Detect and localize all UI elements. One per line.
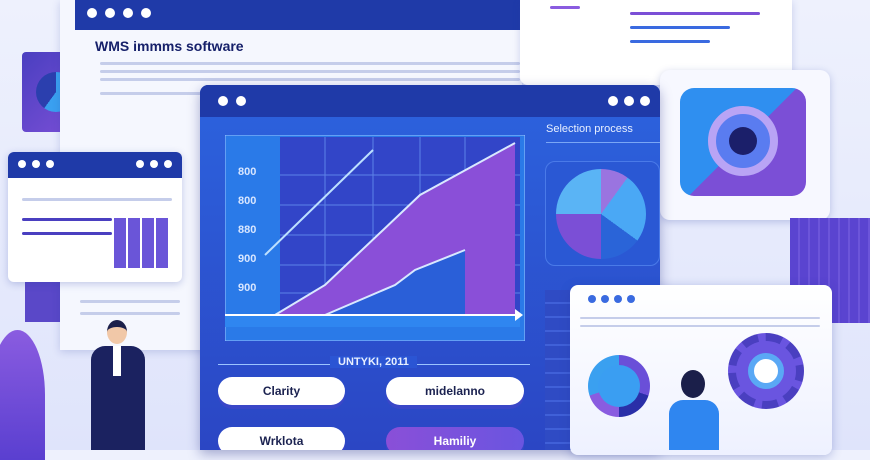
clarity-button[interactable]: Clarity bbox=[218, 377, 345, 405]
text-line bbox=[100, 78, 520, 81]
window-dot bbox=[614, 295, 622, 303]
document-window-header bbox=[75, 0, 522, 30]
window-dot bbox=[164, 160, 172, 168]
window-dot bbox=[46, 160, 54, 168]
window-dot bbox=[236, 96, 246, 106]
text-line bbox=[550, 6, 580, 9]
text-line bbox=[100, 70, 520, 73]
text-line bbox=[22, 218, 112, 221]
line-series-2 bbox=[264, 149, 374, 256]
area-chart bbox=[225, 135, 525, 341]
text-line bbox=[22, 198, 172, 201]
y-tick: 880 bbox=[238, 224, 257, 236]
text-line bbox=[630, 12, 760, 15]
left-decor-bars bbox=[25, 282, 65, 322]
midelanno-button[interactable]: midelanno bbox=[386, 377, 524, 405]
gear-icon bbox=[728, 333, 804, 409]
side-panel-title: Selection process bbox=[546, 123, 633, 135]
grid-widget bbox=[114, 218, 170, 268]
small-window-header bbox=[8, 152, 182, 178]
text-line bbox=[580, 317, 820, 319]
chart-caption: UNTYKI, 2011 bbox=[330, 356, 417, 368]
small-window bbox=[8, 152, 182, 282]
wrklota-button[interactable]: Wrklota bbox=[218, 427, 345, 450]
x-axis-band bbox=[225, 315, 520, 327]
pie-panel bbox=[545, 161, 660, 266]
target-icon bbox=[708, 106, 778, 176]
y-tick-labels: 800 800 880 900 900 bbox=[238, 158, 256, 303]
window-dot bbox=[18, 160, 26, 168]
target-tile bbox=[680, 88, 806, 196]
main-window-header bbox=[200, 85, 660, 117]
area-series-inner bbox=[325, 250, 465, 315]
x-axis-arrow bbox=[515, 309, 523, 321]
line-series-3 bbox=[324, 249, 466, 316]
text-line bbox=[80, 300, 180, 303]
window-dot bbox=[123, 8, 133, 18]
text-line bbox=[630, 26, 730, 29]
y-tick: 900 bbox=[238, 282, 257, 294]
window-dot bbox=[624, 96, 634, 106]
text-line bbox=[580, 325, 820, 327]
window-dot bbox=[32, 160, 40, 168]
window-dot bbox=[141, 8, 151, 18]
text-line bbox=[100, 62, 520, 65]
text-line bbox=[100, 92, 220, 95]
woman-figure bbox=[665, 370, 725, 450]
window-dot bbox=[627, 295, 635, 303]
man-figure bbox=[85, 320, 155, 450]
y-tick: 800 bbox=[238, 166, 257, 178]
document-title: WMS immms software bbox=[95, 38, 244, 54]
pie-chart-icon bbox=[556, 169, 646, 259]
hamiliy-button[interactable]: Hamiliy bbox=[386, 427, 524, 450]
window-dot bbox=[87, 8, 97, 18]
window-dot bbox=[150, 160, 158, 168]
window-dot bbox=[601, 295, 609, 303]
side-divider bbox=[546, 142, 660, 143]
window-dot bbox=[136, 160, 144, 168]
y-tick: 900 bbox=[238, 253, 257, 265]
text-line bbox=[22, 232, 112, 235]
left-leaf-decor bbox=[0, 330, 45, 460]
window-dot bbox=[608, 96, 618, 106]
text-line bbox=[80, 312, 180, 315]
line-series bbox=[274, 142, 516, 316]
window-dot bbox=[218, 96, 228, 106]
window-dot bbox=[105, 8, 115, 18]
donut-chart-icon bbox=[588, 355, 650, 417]
window-dot bbox=[588, 295, 596, 303]
window-dot bbox=[640, 96, 650, 106]
target-card bbox=[660, 70, 830, 220]
y-tick: 800 bbox=[238, 195, 257, 207]
text-line bbox=[630, 40, 710, 43]
